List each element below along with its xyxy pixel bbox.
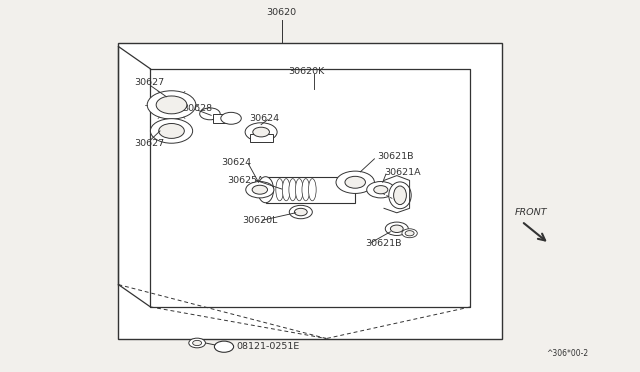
Text: 30620K: 30620K xyxy=(288,67,324,76)
Text: 08121-0251E: 08121-0251E xyxy=(237,342,300,351)
Ellipse shape xyxy=(302,179,310,201)
Text: 30620: 30620 xyxy=(266,8,297,17)
Circle shape xyxy=(294,208,307,216)
Ellipse shape xyxy=(289,179,296,201)
Text: 30621B: 30621B xyxy=(378,153,414,161)
Text: FRONT: FRONT xyxy=(515,208,548,217)
Text: 30627: 30627 xyxy=(134,139,164,148)
Text: 30627: 30627 xyxy=(134,78,164,87)
Ellipse shape xyxy=(389,182,412,209)
Circle shape xyxy=(374,186,388,194)
Text: 30625A: 30625A xyxy=(227,176,264,185)
Ellipse shape xyxy=(296,179,303,201)
Bar xyxy=(250,134,273,142)
Circle shape xyxy=(253,127,269,137)
Circle shape xyxy=(189,338,205,348)
Circle shape xyxy=(385,222,408,235)
Text: 30624: 30624 xyxy=(221,158,251,167)
Ellipse shape xyxy=(394,186,406,205)
Circle shape xyxy=(221,112,241,124)
Circle shape xyxy=(405,231,414,236)
Circle shape xyxy=(200,108,220,120)
Bar xyxy=(213,114,231,123)
Text: 30620L: 30620L xyxy=(242,216,277,225)
Circle shape xyxy=(390,225,403,232)
Circle shape xyxy=(159,124,184,138)
Circle shape xyxy=(214,341,234,352)
Text: 30628: 30628 xyxy=(182,104,212,113)
Circle shape xyxy=(336,171,374,193)
Ellipse shape xyxy=(257,177,274,203)
Circle shape xyxy=(156,96,187,114)
Text: 30621A: 30621A xyxy=(384,169,420,177)
Text: 30624: 30624 xyxy=(250,114,280,123)
Circle shape xyxy=(246,182,274,198)
Circle shape xyxy=(345,176,365,188)
Circle shape xyxy=(245,123,277,141)
Circle shape xyxy=(150,119,193,143)
Circle shape xyxy=(367,182,395,198)
Circle shape xyxy=(252,185,268,194)
Text: 30621B: 30621B xyxy=(365,239,401,248)
Ellipse shape xyxy=(276,179,284,201)
Circle shape xyxy=(402,229,417,238)
Ellipse shape xyxy=(308,179,316,201)
Circle shape xyxy=(147,91,196,119)
Text: ^306*00-2: ^306*00-2 xyxy=(547,349,589,358)
Circle shape xyxy=(193,340,202,346)
Circle shape xyxy=(289,205,312,219)
Text: B: B xyxy=(221,342,227,351)
Bar xyxy=(266,177,355,203)
Bar xyxy=(118,43,502,339)
Ellipse shape xyxy=(282,179,290,201)
